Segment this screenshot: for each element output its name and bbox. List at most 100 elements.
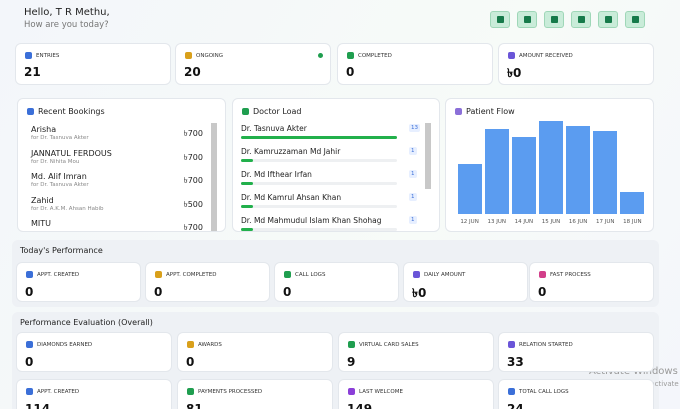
summary-card: ENTRIES 21 xyxy=(15,43,171,85)
load-badge: 1 xyxy=(409,193,417,201)
bar xyxy=(566,126,591,214)
section-title: Performance Evaluation (Overall) xyxy=(20,318,153,327)
stat-value: 20 xyxy=(184,65,201,79)
doctor-name: for Dr. A.K.M. Ahsan Habib xyxy=(31,205,104,212)
load-bar xyxy=(241,136,397,139)
stat-label: FAST PROCESS xyxy=(550,272,591,278)
toolbar-button[interactable] xyxy=(517,11,537,28)
amount: ৳700 xyxy=(183,176,203,185)
icon xyxy=(284,271,291,278)
amount: ৳500 xyxy=(183,199,203,209)
stat-label: TOTAL CALL LOGS xyxy=(519,389,569,395)
icon xyxy=(242,108,249,115)
icon xyxy=(187,341,194,348)
stat-value: 33 xyxy=(507,355,524,369)
stat-label: DAILY AMOUNT xyxy=(424,272,466,278)
panel-title: Patient Flow xyxy=(466,107,515,116)
stat-value: 0 xyxy=(283,285,292,299)
stat-value: 0 xyxy=(186,355,195,369)
toolbar-button[interactable] xyxy=(625,11,645,28)
stat-card: PAYMENTS PROCESSED 81 xyxy=(177,379,333,409)
doctor-name: Dr. Md Mahmudul Islam Khan Shohag xyxy=(241,216,382,225)
amount: ৳700 xyxy=(183,129,203,138)
bar xyxy=(538,121,564,214)
stat-label: VIRTUAL CARD SALES xyxy=(359,342,419,348)
doctor-name: Dr. Md Kamrul Ahsan Khan xyxy=(241,193,342,202)
scrollbar[interactable] xyxy=(425,123,431,189)
summary-card: AMOUNT RECEIVED ৳0 xyxy=(498,43,654,85)
load-bar xyxy=(241,228,253,231)
icon xyxy=(26,341,33,348)
doctor-name: for Dr. Tasnuva Akter xyxy=(31,182,89,188)
x-tick-label: 18 JUN xyxy=(623,219,642,225)
stat-value: 0 xyxy=(154,285,163,299)
stat-card: VIRTUAL CARD SALES 9 xyxy=(338,332,494,372)
stat-card: DIAMONDS EARNED 0 xyxy=(16,332,172,372)
doctor-load-panel: Doctor Load Dr. Tasnuva Akter 13 Dr. Kamru… xyxy=(232,98,440,232)
toolbar-button[interactable] xyxy=(490,11,510,28)
icon xyxy=(26,388,33,395)
doctor-name: Dr. Kamruzzaman Md Jahir xyxy=(241,147,341,156)
stat-card: DAILY AMOUNT ৳0 xyxy=(403,262,528,302)
icon xyxy=(348,341,355,348)
recent-bookings-panel: Recent Bookings Arisha for Dr. Tasnuva Ak… xyxy=(17,98,226,232)
doctor-name: for Dr. Nihita Mou xyxy=(31,158,80,165)
bar xyxy=(593,131,618,214)
x-tick-label: 17 JUN xyxy=(596,219,615,225)
bar xyxy=(620,191,645,214)
bar xyxy=(484,129,509,214)
load-bar xyxy=(241,159,253,162)
patient-name: JANNATUL FERDOUS xyxy=(31,148,112,158)
stat-value: 81 xyxy=(186,402,203,409)
stat-card: AWARDS 0 xyxy=(177,332,333,372)
status-dot xyxy=(318,53,323,58)
amount: ৳700 xyxy=(183,152,203,162)
section-title: Today's Performance xyxy=(20,246,103,255)
x-tick-label: 14 JUN xyxy=(514,219,534,225)
patient-flow-panel: Patient Flow 12 JUN 13 JUN 14 JUN 15 JUN 16 … xyxy=(445,98,654,232)
toolbar-button[interactable] xyxy=(544,11,564,28)
load-badge: 13 xyxy=(409,124,420,132)
bar xyxy=(457,163,482,214)
stat-card: TOTAL CALL LOGS 24 xyxy=(498,379,654,409)
patient-name: Arisha xyxy=(31,125,57,134)
stat-label: APPT. CREATED xyxy=(37,389,80,395)
load-badge: 1 xyxy=(409,170,417,178)
doctor-name: for Dr. Tasnuva Akter xyxy=(31,135,89,141)
stat-value: 9 xyxy=(347,355,356,369)
summary-card: COMPLETED 0 xyxy=(337,43,493,85)
x-tick-label: 16 JUN xyxy=(568,219,588,225)
load-badge: 1 xyxy=(409,147,417,155)
stat-label: ENTRIES xyxy=(36,53,60,59)
stat-value: 149 xyxy=(347,402,373,409)
toolbar-button[interactable] xyxy=(571,11,591,28)
greeting: Hello, T R Methu, xyxy=(24,7,110,18)
scrollbar[interactable] xyxy=(211,123,217,231)
load-track xyxy=(241,159,397,162)
bar xyxy=(511,137,536,214)
panel-title: Recent Bookings xyxy=(38,107,105,116)
icon xyxy=(27,108,34,115)
stat-label: ONGOING xyxy=(196,53,224,59)
stat-card: FAST PROCESS 0 xyxy=(529,262,654,302)
load-badge: 1 xyxy=(409,216,417,224)
panel-title: Doctor Load xyxy=(253,107,302,116)
stat-value: 114 xyxy=(25,402,51,409)
stat-card: LAST WELCOME 149 xyxy=(338,379,494,409)
summary-card: ONGOING 20 xyxy=(175,43,331,85)
icon xyxy=(539,271,546,278)
x-tick-label: 15 JUN xyxy=(541,219,561,225)
patient-name: Zahid xyxy=(31,195,54,205)
stat-label: AWARDS xyxy=(198,342,222,348)
stat-value: ৳0 xyxy=(507,66,522,80)
x-tick-label: 13 JUN xyxy=(487,219,506,225)
icon xyxy=(155,271,162,278)
patient-name: MITU xyxy=(31,219,52,228)
stat-card: RELATION STARTED 33 xyxy=(498,332,654,372)
patient-name: Md. Alif Imran xyxy=(31,172,87,181)
load-bar xyxy=(241,205,253,208)
stat-card: APPT. CREATED 0 xyxy=(16,262,141,302)
stat-value: 21 xyxy=(24,65,41,79)
toolbar-button[interactable] xyxy=(598,11,618,28)
load-track xyxy=(241,205,397,208)
